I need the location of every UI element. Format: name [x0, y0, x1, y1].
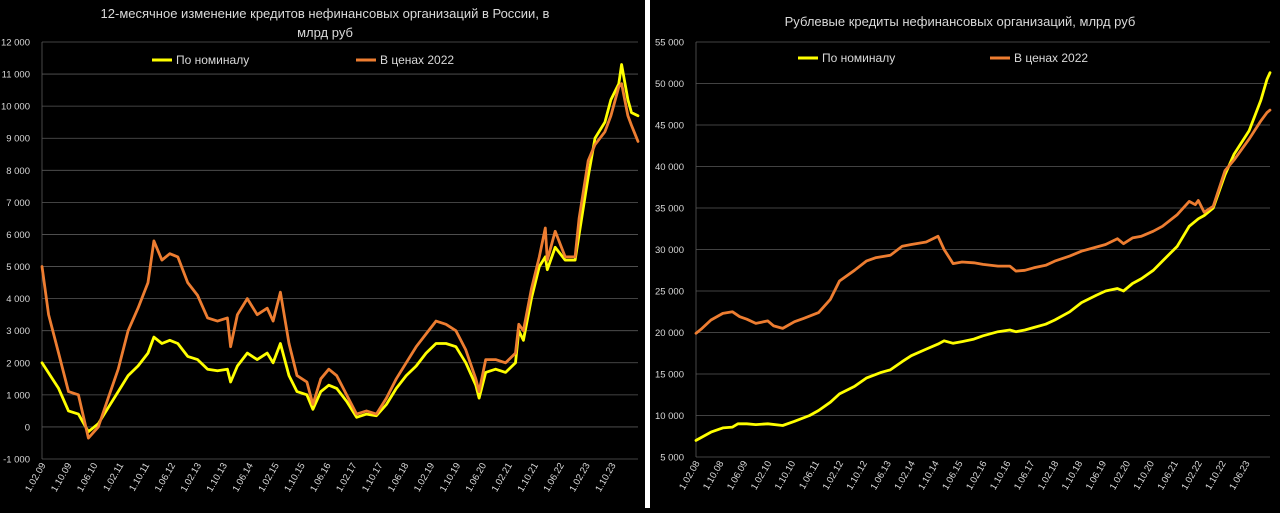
y-tick-label: 5 000 — [6, 262, 30, 273]
y-tick-label: 2 000 — [6, 358, 30, 369]
series-line-nominal — [40, 63, 640, 434]
y-tick-label: 1 000 — [6, 390, 30, 401]
y-tick-label: 50 000 — [655, 79, 684, 90]
legend-item: В ценах 2022 — [356, 53, 454, 67]
x-tick-label: 1.06.12 — [153, 461, 178, 494]
x-tick-label: 1.06.15 — [940, 459, 965, 492]
legend-label: По номиналу — [822, 51, 895, 65]
x-tick-label: 1.10.16 — [988, 459, 1013, 492]
chart-ruble-credits: Рублевые кредиты нефинансовых организаци… — [655, 14, 1272, 492]
x-tick-label: 1.06.18 — [386, 461, 411, 494]
y-tick-label: 3 000 — [6, 326, 30, 337]
x-tick-label: 1.10.14 — [916, 459, 941, 492]
x-tick-label: 1.06.11 — [797, 459, 822, 491]
chart-panel-ruble-credits: Рублевые кредиты нефинансовых организаци… — [650, 0, 1280, 508]
x-tick-label: 1.06.22 — [541, 461, 566, 494]
x-tick-label: 1.06.21 — [1156, 459, 1181, 492]
chart-panel-credit-change: 12-месячное изменение кредитов нефинансо… — [0, 0, 645, 508]
x-tick-label: 1.10.13 — [205, 461, 230, 494]
x-tick-label: 1.10.10 — [773, 459, 798, 492]
legend-label: В ценах 2022 — [380, 53, 454, 67]
y-tick-label: 40 000 — [655, 162, 684, 173]
y-tick-label: 11 000 — [2, 70, 30, 81]
legend-item: По номиналу — [152, 53, 249, 67]
y-tick-label: 10 000 — [655, 411, 684, 422]
chart-title-line: Рублевые кредиты нефинансовых организаци… — [785, 14, 1136, 29]
x-tick-label: 1.10.19 — [438, 461, 463, 494]
x-tick-label: 1.06.09 — [725, 459, 750, 492]
series-line-real — [40, 82, 640, 440]
legend-label: По номиналу — [176, 53, 249, 67]
y-tick-label: 4 000 — [6, 294, 30, 305]
y-tick-label: 15 000 — [655, 370, 684, 381]
x-tick-label: 1.06.16 — [308, 461, 333, 494]
x-tick-label: 1.02.14 — [892, 459, 917, 492]
x-tick-label: 1.02.13 — [179, 461, 204, 494]
y-tick-label: 9 000 — [6, 134, 30, 145]
y-tick-label: -1 000 — [3, 455, 30, 466]
legend-item: По номиналу — [798, 51, 895, 65]
x-tick-label: 1.06.13 — [869, 459, 894, 492]
panel-divider — [645, 0, 650, 508]
y-tick-label: 8 000 — [6, 166, 30, 177]
x-tick-label: 1.10.22 — [1203, 459, 1228, 492]
x-tick-label: 1.10.09 — [49, 461, 74, 494]
series-line-real — [694, 108, 1272, 335]
legend-label: В ценах 2022 — [1014, 51, 1088, 65]
x-tick-label: 1.10.11 — [127, 461, 152, 493]
x-tick-label: 1.06.19 — [1084, 459, 1109, 492]
y-tick-label: 55 000 — [655, 38, 684, 49]
y-tick-label: 7 000 — [6, 198, 30, 209]
x-tick-label: 1.10.20 — [1132, 459, 1157, 492]
chart-title-line: 12-месячное изменение кредитов нефинансо… — [101, 6, 550, 21]
x-tick-label: 1.02.15 — [256, 461, 281, 494]
y-tick-label: 25 000 — [655, 287, 684, 298]
chart-title-line: млрд руб — [297, 25, 353, 40]
x-tick-label: 1.10.12 — [845, 459, 870, 492]
x-tick-label: 1.10.21 — [516, 461, 541, 494]
x-tick-label: 1.02.18 — [1036, 459, 1061, 492]
series-line-nominal — [694, 71, 1272, 442]
x-tick-label: 1.06.17 — [1012, 459, 1037, 492]
y-tick-label: 12 000 — [1, 38, 30, 49]
x-tick-label: 1.10.18 — [1060, 459, 1085, 492]
y-tick-label: 45 000 — [655, 121, 684, 132]
y-tick-label: 0 — [25, 422, 30, 433]
x-tick-label: 1.10.23 — [593, 461, 618, 494]
y-tick-label: 35 000 — [655, 204, 684, 215]
x-tick-label: 1.06.14 — [231, 461, 256, 494]
x-tick-label: 1.02.17 — [334, 461, 359, 494]
legend-item: В ценах 2022 — [990, 51, 1088, 65]
y-tick-label: 20 000 — [655, 328, 684, 339]
x-tick-label: 1.10.17 — [360, 461, 385, 494]
x-tick-label: 1.06.23 — [1227, 459, 1252, 492]
x-tick-label: 1.02.10 — [749, 459, 774, 492]
x-tick-label: 1.02.11 — [101, 461, 126, 493]
x-tick-label: 1.02.16 — [964, 459, 989, 492]
y-tick-label: 6 000 — [6, 230, 30, 241]
x-tick-label: 1.02.22 — [1179, 459, 1204, 492]
x-tick-label: 1.10.15 — [282, 461, 307, 494]
y-tick-label: 30 000 — [655, 245, 684, 256]
x-tick-label: 1.02.20 — [1108, 459, 1133, 492]
x-tick-label: 1.06.10 — [75, 461, 100, 494]
x-tick-label: 1.02.08 — [677, 459, 702, 492]
x-tick-label: 1.02.09 — [23, 461, 48, 494]
y-tick-label: 10 000 — [1, 102, 30, 113]
x-tick-label: 1.02.23 — [567, 461, 592, 494]
x-tick-label: 1.02.21 — [490, 461, 515, 494]
x-tick-label: 1.06.20 — [464, 461, 489, 494]
y-tick-label: 5 000 — [660, 453, 684, 464]
x-tick-label: 1.02.12 — [821, 459, 846, 492]
x-tick-label: 1.10.08 — [701, 459, 726, 492]
chart-credit-change: 12-месячное изменение кредитов нефинансо… — [1, 6, 640, 494]
x-tick-label: 1.02.19 — [412, 461, 437, 494]
